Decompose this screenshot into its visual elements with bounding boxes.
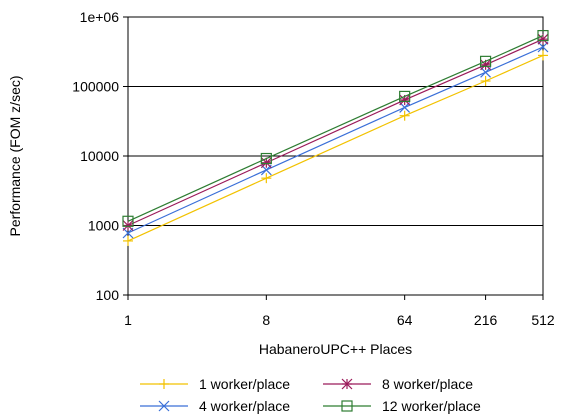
y-tick-label: 100000 xyxy=(72,79,119,95)
x-tick-label: 512 xyxy=(531,312,555,328)
data-point xyxy=(122,220,134,231)
legend-label: 4 worker/place xyxy=(199,398,290,414)
series-3 xyxy=(122,33,549,231)
legend-label: 12 worker/place xyxy=(382,398,481,414)
x-tick-label: 8 xyxy=(262,312,270,328)
legend-label: 1 worker/place xyxy=(199,376,290,392)
x-axis-title: HabaneroUPC++ Places xyxy=(259,341,412,357)
series-1 xyxy=(123,50,548,246)
legend-marker xyxy=(341,378,353,390)
data-point xyxy=(399,110,410,121)
axes xyxy=(123,16,544,300)
data-point xyxy=(480,75,491,86)
y-tick-label: 10000 xyxy=(80,148,119,164)
data-point xyxy=(260,157,272,169)
data-point xyxy=(479,55,492,67)
legend-item: 4 worker/place xyxy=(140,398,290,414)
legend-item: 8 worker/place xyxy=(323,376,473,392)
y-tick-label: 1000 xyxy=(88,218,119,234)
x-tick-label: 1 xyxy=(124,312,132,328)
legend-item: 12 worker/place xyxy=(323,398,481,414)
legend-marker xyxy=(158,400,170,412)
data-point xyxy=(260,152,272,165)
legend-marker xyxy=(159,379,169,389)
series-4 xyxy=(122,29,549,227)
y-tick-label: 100 xyxy=(96,287,120,303)
series-line xyxy=(127,35,544,222)
legend-marker xyxy=(341,400,353,412)
x-tick-label: 64 xyxy=(397,312,413,328)
data-point xyxy=(538,50,548,61)
x-tick-label: 216 xyxy=(474,312,498,328)
tick-labels: 100 1000 10000 100000 1e+06 1 8 64 216 512 xyxy=(72,9,555,328)
legend-item: 1 worker/place xyxy=(140,376,290,392)
data-point xyxy=(537,29,549,42)
data-point xyxy=(123,235,133,246)
data-point xyxy=(122,215,134,227)
legend-label: 8 worker/place xyxy=(382,376,473,392)
y-axis-title: Performance (FOM z/sec) xyxy=(7,75,23,236)
data-point xyxy=(399,90,411,103)
y-tick-label: 1e+06 xyxy=(80,9,120,25)
data-point xyxy=(261,173,272,184)
legend: 1 worker/place 4 worker/place 8 worker/pla… xyxy=(140,376,481,414)
series-layer xyxy=(122,29,549,246)
data-point xyxy=(537,41,549,53)
